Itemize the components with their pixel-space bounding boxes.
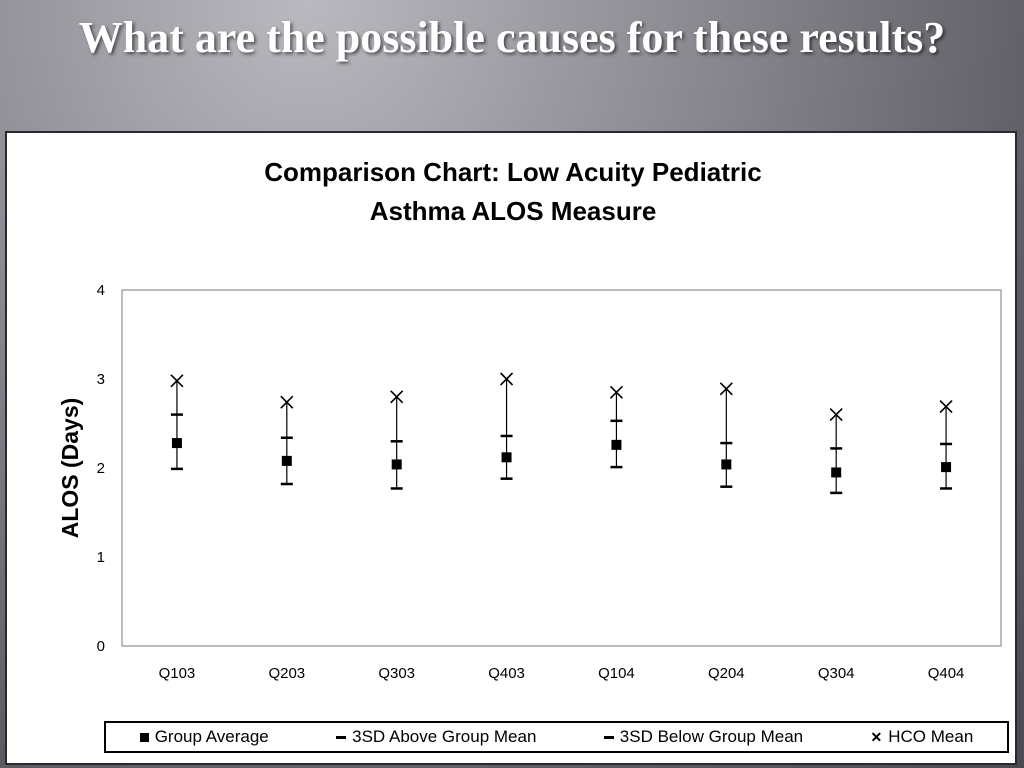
x-axis-ticks: Q103 Q203 Q303 Q403 Q104 Q204 Q304 Q404: [159, 665, 965, 682]
y-tick-label: 1: [97, 549, 105, 566]
x-tick-label: Q103: [159, 665, 196, 682]
legend-dash-marker: [603, 735, 614, 739]
y-tick-label: 4: [97, 282, 105, 299]
marker-hco-mean: [939, 400, 953, 414]
legend-item-3sd-above: 3SD Above Group Mean: [336, 727, 536, 747]
x-tick-label: Q203: [268, 665, 305, 682]
data-marks: [170, 372, 953, 495]
slide-title: What are the possible causes for these r…: [78, 13, 946, 62]
y-tick-label: 2: [97, 460, 105, 477]
marker-hco-mean: [170, 374, 184, 388]
marker-hco-mean: [390, 390, 404, 404]
marker-group-average: [941, 462, 952, 473]
y-axis-ticks: 0 1 2 3 4: [97, 282, 105, 655]
marker-group-average: [391, 459, 402, 470]
marker-group-average: [501, 452, 512, 463]
marker-hco-mean: [499, 372, 514, 386]
x-tick-label: Q403: [488, 665, 525, 682]
x-tick-label: Q404: [928, 665, 965, 682]
marker-group-average: [171, 438, 182, 449]
chart-title-line2: Asthma ALOS Measure: [370, 196, 657, 226]
x-tick-label: Q104: [598, 665, 635, 682]
marker-hco-mean: [829, 408, 843, 422]
legend-item-3sd-below: 3SD Below Group Mean: [603, 727, 804, 747]
legend: Group Average 3SD Above Group Mean 3SD B…: [104, 721, 1009, 753]
legend-label: Group Average: [154, 727, 269, 746]
x-tick-label: Q204: [708, 665, 745, 682]
marker-group-average: [721, 459, 732, 470]
chart-title-line1: Comparison Chart: Low Acuity Pediatric: [264, 157, 761, 187]
legend-label: 3SD Above Group Mean: [352, 727, 537, 746]
legend-x-marker: ✕: [870, 729, 883, 745]
legend-square-marker: [139, 732, 149, 742]
legend-item-group-average: Group Average: [139, 727, 269, 747]
chart-svg: Comparison Chart: Low Acuity Pediatric A…: [57, 157, 1002, 682]
marker-hco-mean: [280, 395, 294, 409]
marker-group-average: [831, 467, 842, 478]
marker-group-average: [611, 439, 622, 450]
x-tick-label: Q303: [378, 665, 415, 682]
x-tick-label: Q304: [818, 665, 855, 682]
y-tick-label: 3: [97, 371, 105, 388]
plot-area: [121, 289, 1002, 647]
chart-frame: Comparison Chart: Low Acuity Pediatric A…: [5, 131, 1017, 765]
legend-item-hco-mean: ✕ HCO Mean: [871, 727, 974, 747]
legend-label: 3SD Below Group Mean: [619, 727, 804, 746]
legend-label: HCO Mean: [888, 727, 974, 746]
marker-hco-mean: [719, 382, 733, 396]
legend-dash-marker: [336, 735, 347, 739]
y-tick-label: 0: [97, 638, 105, 655]
marker-group-average: [281, 455, 292, 466]
y-axis-label: ALOS (Days): [57, 398, 83, 539]
marker-hco-mean: [609, 385, 624, 399]
